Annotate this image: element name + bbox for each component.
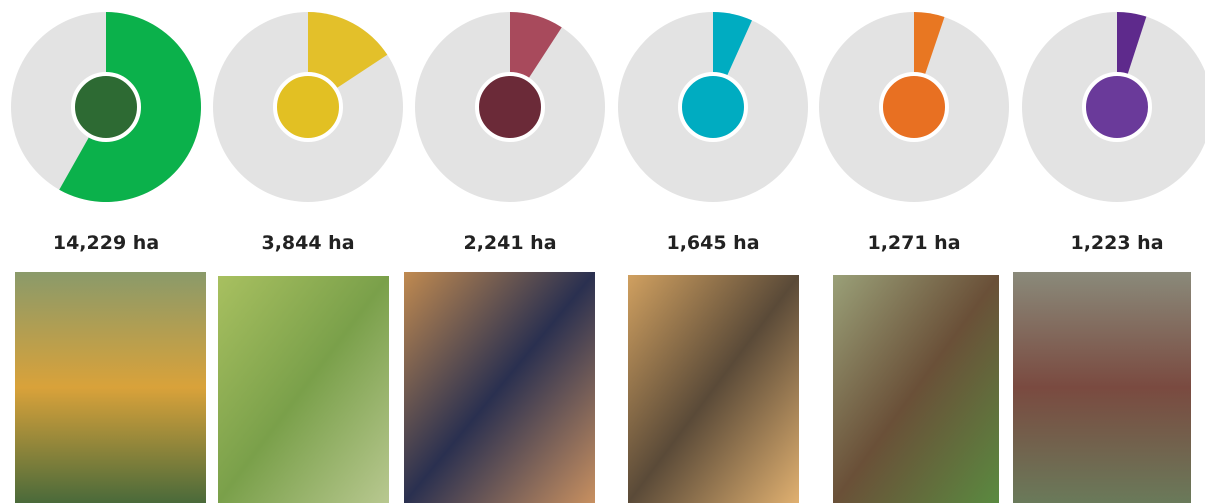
pie-center — [275, 74, 341, 140]
value-label: 3,844 ha — [261, 232, 354, 254]
pie-center — [73, 74, 139, 140]
photo — [404, 272, 595, 503]
value-label: 14,229 ha — [53, 232, 159, 254]
photo — [833, 275, 999, 503]
pie-center — [881, 74, 947, 140]
pie-center — [680, 74, 746, 140]
value-label: 1,645 ha — [666, 232, 759, 254]
value-label: 2,241 ha — [463, 232, 556, 254]
pie-center — [477, 74, 543, 140]
value-label: 1,271 ha — [867, 232, 960, 254]
page: {"chart_data": {"type": "donut-row", "va… — [0, 0, 1205, 503]
photo — [628, 275, 799, 503]
photo — [218, 276, 389, 503]
photo — [15, 272, 206, 503]
pie-center — [1084, 74, 1150, 140]
photo — [1013, 272, 1191, 503]
infographic: 14,229 ha 3,844 ha 2,241 ha 1,645 ha 1,271 h… — [0, 0, 1205, 503]
value-label: 1,223 ha — [1070, 232, 1163, 254]
